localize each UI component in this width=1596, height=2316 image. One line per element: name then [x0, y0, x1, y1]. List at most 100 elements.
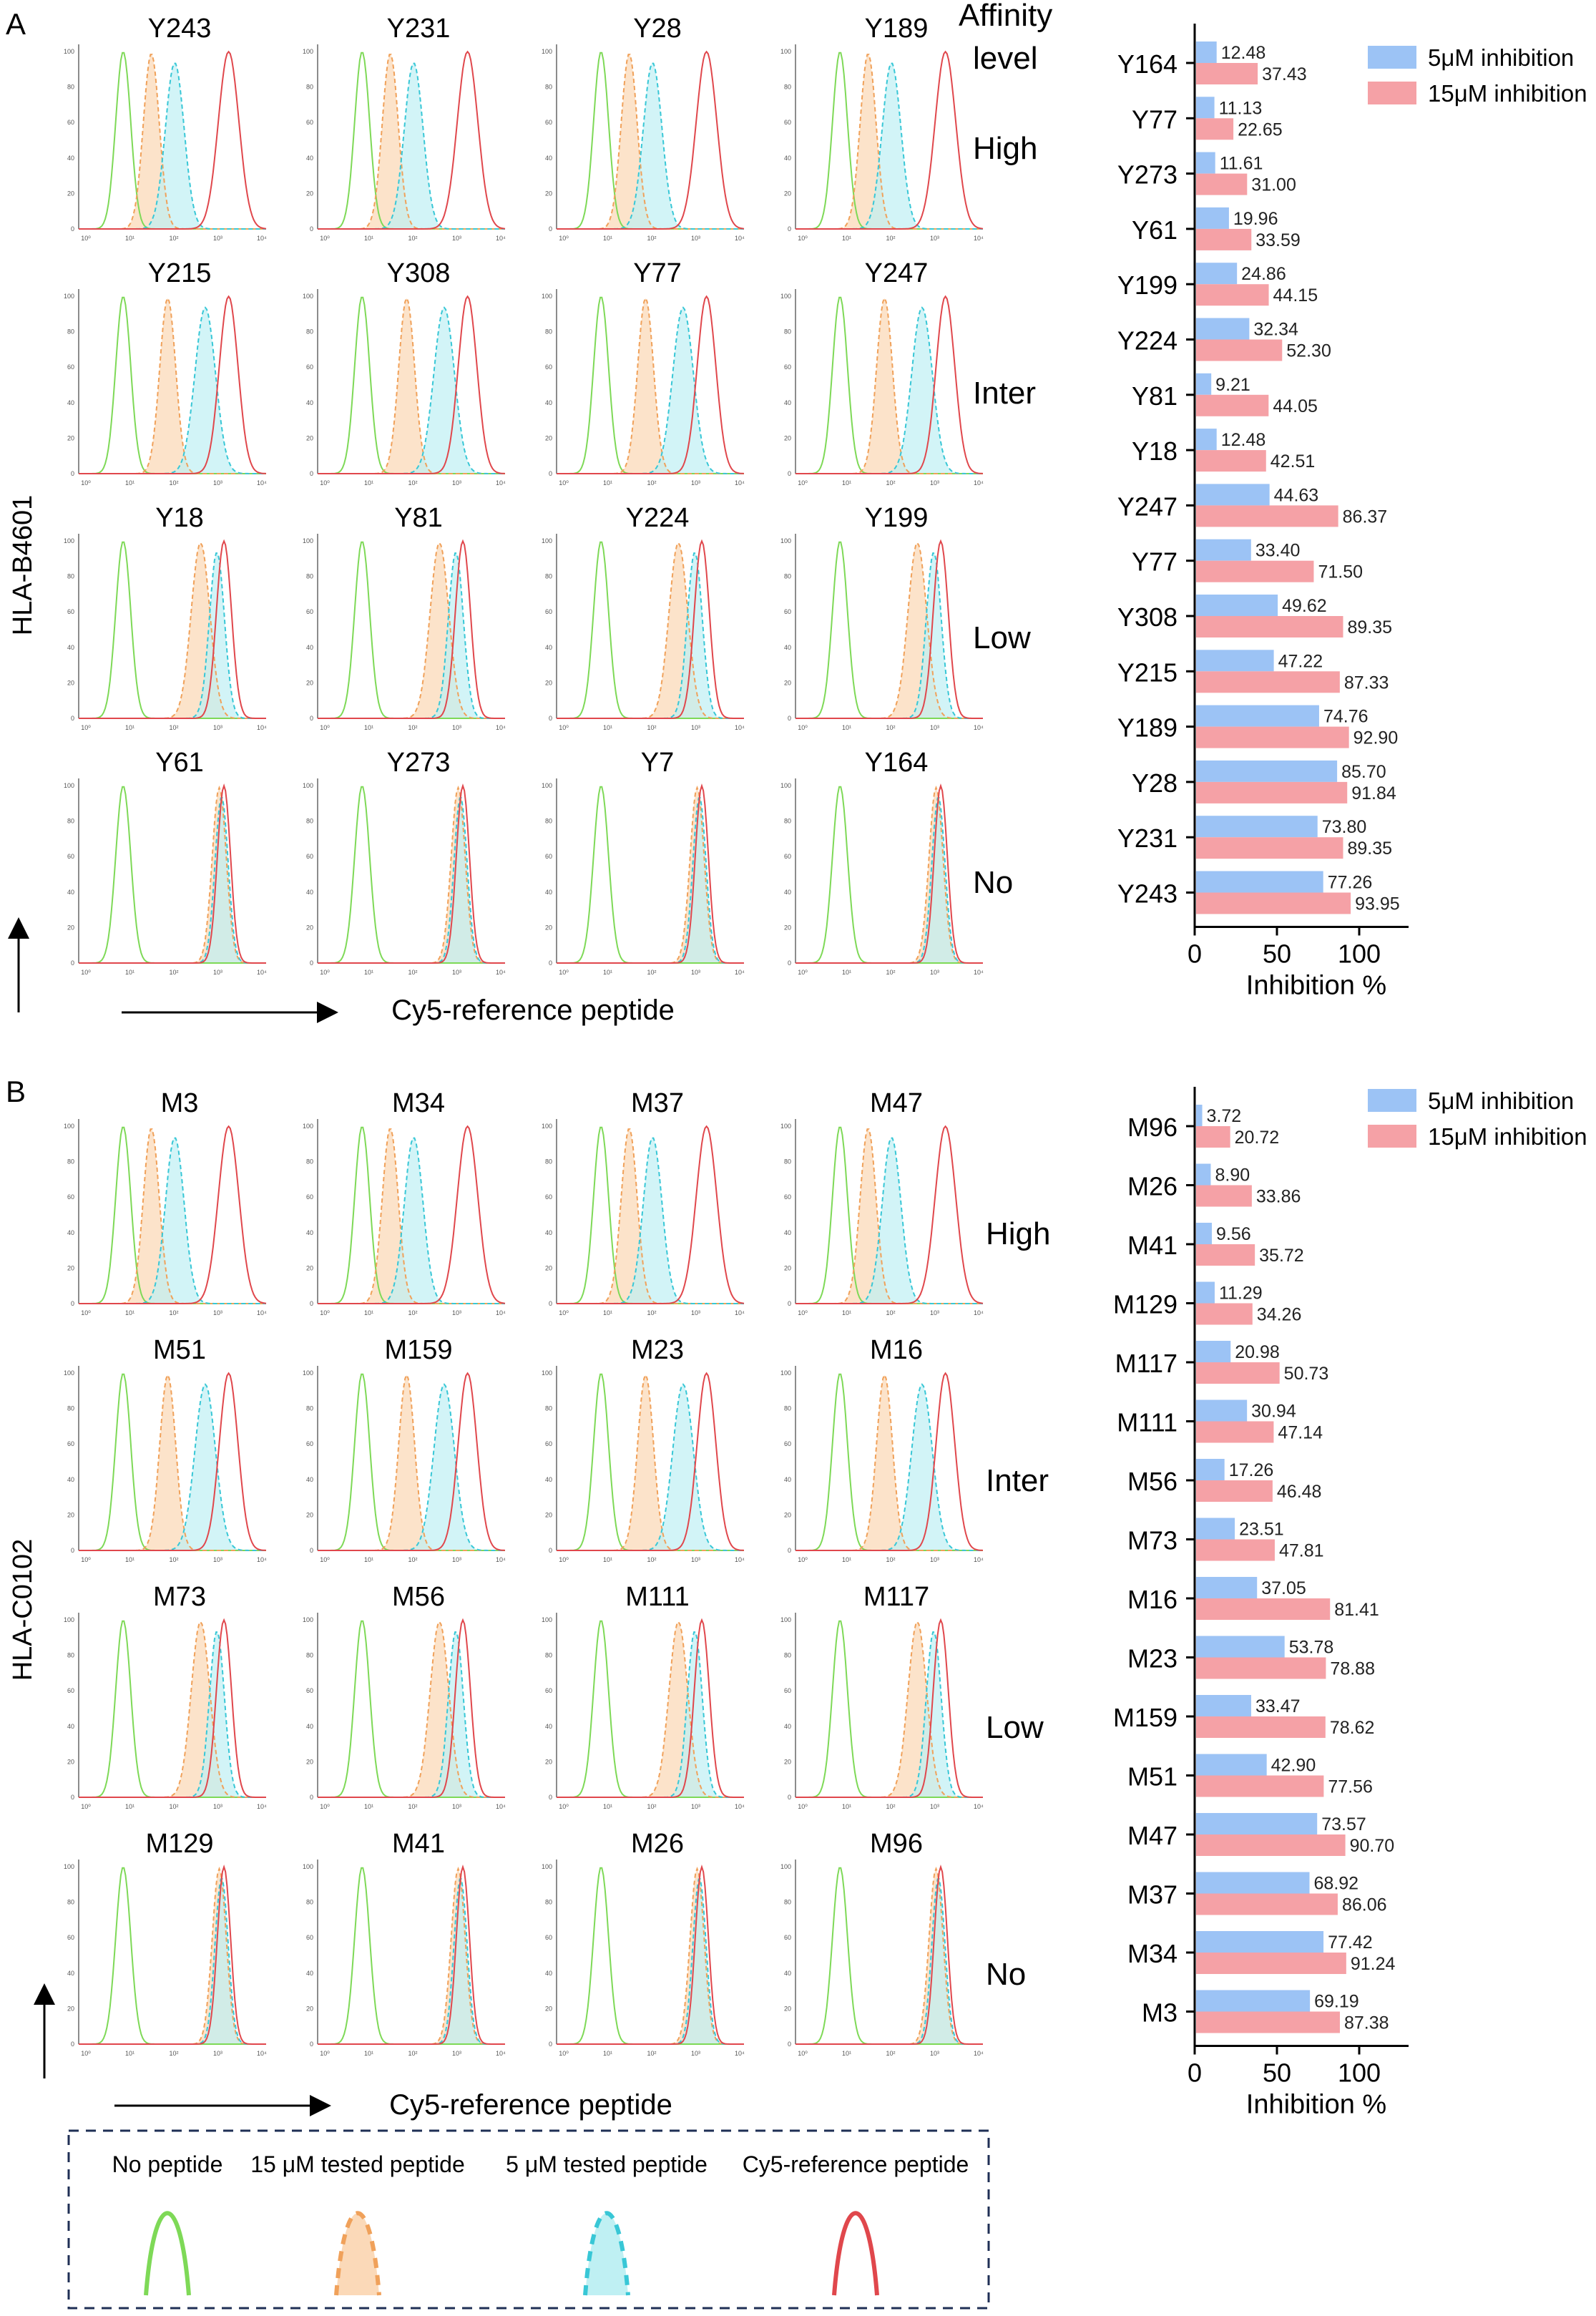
bar-legend-15um-label: 15μM inhibition — [1428, 80, 1587, 107]
bar-5um-value: 33.40 — [1255, 541, 1301, 561]
bar-15um-M26 — [1196, 1185, 1252, 1207]
histogram-reference-curve — [557, 1125, 745, 1304]
histogram-reference-curve — [795, 539, 983, 719]
bar-15um-Y77 — [1196, 118, 1234, 140]
histogram-y-tick: 0 — [71, 715, 74, 722]
histogram-y-tick: 0 — [71, 2041, 74, 2048]
histogram-x-tick: 10⁰ — [320, 235, 330, 242]
histogram-y-tick: 20 — [306, 924, 313, 931]
bar-legend-15um-swatch — [1368, 82, 1416, 104]
bar-category-label: M47 — [1127, 1821, 1178, 1850]
bar-5um-value: 42.90 — [1271, 1756, 1316, 1776]
histogram-x-tick: 10³ — [930, 1309, 939, 1316]
histogram-x-tick: 10² — [408, 724, 417, 731]
histogram-y-tick: 20 — [784, 2005, 791, 2012]
histogram-y-tick: 20 — [306, 1758, 313, 1765]
histogram-reference-curve — [557, 295, 745, 474]
histogram-title: M56 — [392, 1582, 445, 1612]
bar-15um-value: 81.41 — [1334, 1600, 1379, 1620]
histogram-y-tick: 60 — [784, 1193, 791, 1201]
histogram-y-tick: 20 — [306, 1511, 313, 1518]
histogram-y-tick: 60 — [67, 119, 74, 126]
histogram-y-tick: 60 — [784, 1440, 791, 1447]
histogram-y-tick: 80 — [784, 818, 791, 825]
histogram-y-tick: 100 — [542, 48, 552, 55]
histogram-Y243: Y243 0 20 40 60 80 100 10⁰ 10¹ 10² 10³ 10⁴ — [64, 14, 267, 242]
histogram-no-peptide-curve — [557, 786, 744, 964]
bar-15um-value: 52.30 — [1286, 341, 1331, 361]
histogram-y-tick: 0 — [788, 1794, 791, 1801]
bar-15um-Y273 — [1196, 173, 1248, 195]
bar-category-label: Y61 — [1132, 215, 1178, 245]
histogram-y-tick: 60 — [545, 1934, 552, 1941]
histogram-y-tick: 20 — [545, 2005, 552, 2012]
histogram-y-tick: 20 — [306, 190, 313, 197]
bar-5um-M16 — [1196, 1577, 1258, 1598]
histogram-x-tick: 10⁴ — [735, 1556, 745, 1563]
bar-category-label: M117 — [1115, 1349, 1178, 1378]
histogram-no-peptide-curve — [318, 786, 505, 964]
histogram-x-tick: 10¹ — [842, 724, 851, 731]
histogram-y-tick: 20 — [545, 1264, 552, 1271]
histogram-Y28: Y28 0 20 40 60 80 100 10⁰ 10¹ 10² 10³ 10⁴ — [542, 14, 745, 242]
affinity-level-label: No — [973, 865, 1013, 900]
histogram-y-tick: 80 — [67, 84, 74, 91]
histogram-x-tick: 10² — [647, 1556, 656, 1563]
histogram-reference-curve — [318, 1372, 506, 1551]
histogram-y-tick: 60 — [67, 1687, 74, 1694]
bar-5um-M129 — [1196, 1281, 1215, 1304]
histogram-x-tick: 10¹ — [842, 969, 851, 976]
bar-5um-Y81 — [1196, 373, 1212, 395]
histogram-reference-curve — [79, 539, 266, 719]
histogram-title: M37 — [631, 1088, 684, 1118]
bar-5um-value: 11.61 — [1220, 154, 1263, 174]
histogram-y-tick: 40 — [545, 644, 552, 651]
histogram-y-tick: 100 — [780, 1369, 791, 1377]
bar-category-label: M96 — [1127, 1113, 1178, 1142]
histogram-y-tick: 80 — [545, 1158, 552, 1166]
histogram-y-tick: 60 — [67, 853, 74, 860]
histogram-title: M111 — [625, 1582, 689, 1612]
histogram-15um-fill — [795, 1374, 983, 1550]
bar-5um-value: 12.48 — [1221, 43, 1266, 63]
histogram-reference-curve — [318, 50, 506, 230]
legend-swatch-curve — [144, 2211, 191, 2296]
histogram-x-tick: 10⁴ — [257, 1556, 267, 1563]
histogram-15um-fill — [79, 1868, 266, 2044]
histogram-y-tick: 100 — [780, 1616, 791, 1623]
histogram-y-tick: 0 — [549, 2041, 552, 2048]
histogram-x-tick: 10⁴ — [974, 1309, 984, 1316]
bar-15um-value: 31.00 — [1251, 175, 1296, 195]
histogram-x-tick: 10⁰ — [559, 724, 569, 731]
histogram-y-tick: 0 — [310, 225, 313, 233]
histogram-y-tick: 100 — [780, 1863, 791, 1870]
bar-5um-M3 — [1196, 1990, 1311, 2012]
histogram-y-tick: 80 — [306, 573, 313, 580]
histogram-Y77: Y77 0 20 40 60 80 100 10⁰ 10¹ 10² 10³ 10⁴ — [542, 258, 745, 487]
histogram-title: M117 — [863, 1582, 929, 1612]
histogram-Y81: Y81 0 20 40 60 80 100 10⁰ 10¹ 10² 10³ 10⁴ — [303, 503, 506, 731]
histogram-y-tick: 40 — [545, 1229, 552, 1236]
panel-a-y-label: HLA-B4601 — [8, 495, 38, 635]
histogram-y-tick: 40 — [67, 1970, 74, 1977]
histogram-x-tick: 10¹ — [603, 479, 612, 487]
histogram-Y273: Y273 0 20 40 60 80 100 10⁰ 10¹ 10² 10³ 10⁴ — [303, 748, 506, 976]
bar-15um-value: 87.33 — [1344, 673, 1389, 693]
bar-legend-5um-label: 5μM inhibition — [1428, 1088, 1574, 1114]
histogram-y-tick: 40 — [784, 1723, 791, 1730]
histogram-y-tick: 60 — [784, 119, 791, 126]
bar-15um-Y18 — [1196, 450, 1266, 472]
bar-5um-value: 3.72 — [1207, 1106, 1242, 1126]
bar-5um-Y164 — [1196, 41, 1217, 63]
histogram-reference-curve — [79, 295, 267, 474]
histogram-title: Y28 — [633, 14, 682, 44]
histogram-x-tick: 10² — [408, 235, 417, 242]
histogram-y-tick: 40 — [545, 1476, 552, 1483]
histogram-M51: M51 0 20 40 60 80 100 10⁰ 10¹ 10² 10³ 10⁴ — [64, 1335, 267, 1563]
histogram-no-peptide-curve — [79, 786, 266, 964]
histogram-x-tick: 10⁰ — [320, 479, 330, 487]
histogram-x-tick: 10¹ — [125, 1803, 134, 1810]
histogram-y-tick: 60 — [545, 1440, 552, 1447]
panel-b-y-label: HLA-C0102 — [8, 1539, 38, 1681]
histogram-x-tick: 10¹ — [842, 1803, 851, 1810]
